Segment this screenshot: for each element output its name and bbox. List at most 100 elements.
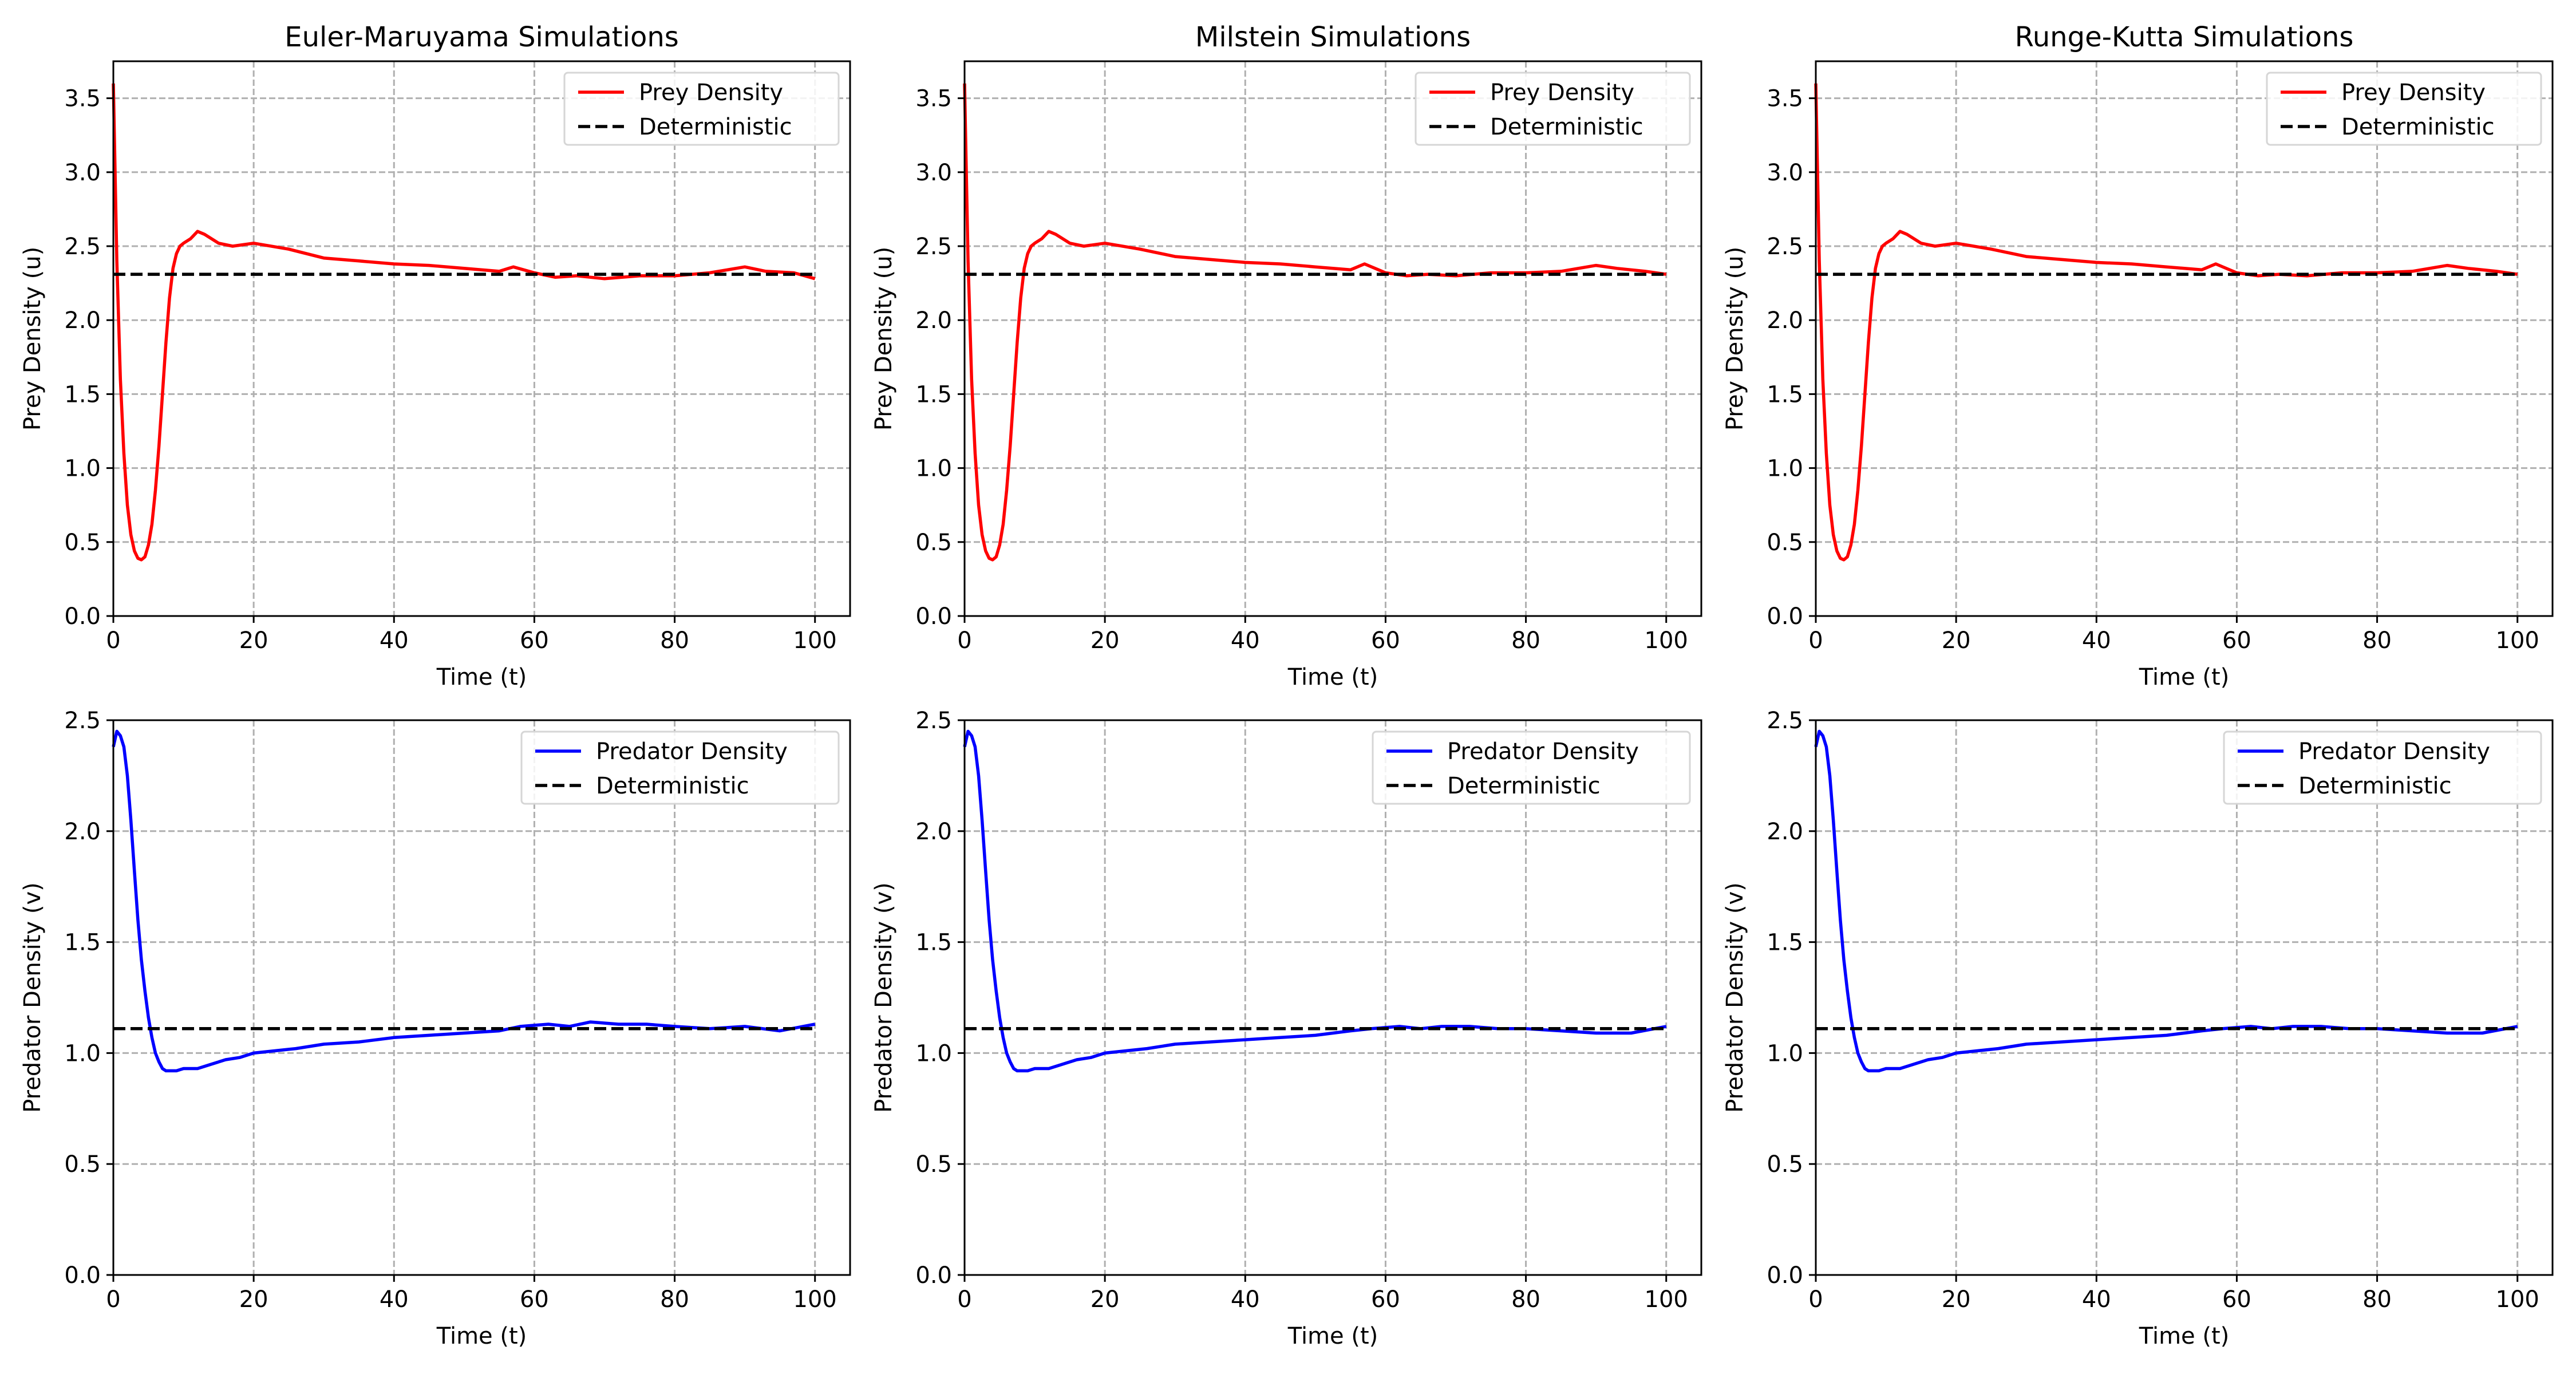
y-tick-label: 1.5 bbox=[915, 381, 952, 408]
y-tick-label: 1.0 bbox=[1767, 1040, 1803, 1067]
y-tick-label: 2.5 bbox=[1767, 234, 1803, 260]
x-tick-label: 20 bbox=[1942, 1286, 1971, 1313]
y-tick-label: 0.0 bbox=[915, 1262, 952, 1289]
y-tick-label: 3.5 bbox=[1767, 86, 1803, 112]
y-tick-label: 0.5 bbox=[915, 1151, 952, 1178]
x-tick-label: 40 bbox=[1231, 627, 1260, 654]
y-tick-label: 2.0 bbox=[915, 819, 952, 845]
axes-frame bbox=[1815, 719, 2554, 1276]
legend-label: Predator Density bbox=[2298, 739, 2490, 765]
x-tick-label: 0 bbox=[1808, 627, 1823, 654]
y-tick-label: 3.0 bbox=[64, 160, 101, 186]
x-tick-label: 100 bbox=[793, 1286, 837, 1313]
x-tick-label: 60 bbox=[2222, 1286, 2251, 1313]
x-tick-label: 80 bbox=[660, 627, 689, 654]
y-tick-label: 2.0 bbox=[1767, 819, 1803, 845]
legend-label: Deterministic bbox=[1490, 114, 1643, 140]
x-tick-label: 80 bbox=[2362, 627, 2392, 654]
axes-frame bbox=[963, 60, 1702, 617]
x-tick-label: 80 bbox=[1511, 1286, 1540, 1313]
y-tick-label: 3.5 bbox=[915, 86, 952, 112]
x-axis-label: Time (t) bbox=[1287, 1323, 1378, 1349]
x-tick-label: 40 bbox=[2082, 627, 2111, 654]
x-tick-label: 40 bbox=[1231, 1286, 1260, 1313]
y-tick-label: 1.0 bbox=[1767, 456, 1803, 482]
x-tick-label: 40 bbox=[2082, 1286, 2111, 1313]
x-axis-label: Time (t) bbox=[2139, 1323, 2230, 1349]
y-tick-label: 0.5 bbox=[1767, 1151, 1803, 1178]
legend-label: Prey Density bbox=[2341, 80, 2486, 106]
legend-label: Deterministic bbox=[2298, 773, 2452, 799]
legend-box bbox=[1372, 731, 1691, 805]
axes-frame bbox=[963, 719, 1702, 1276]
x-tick-label: 60 bbox=[2222, 627, 2251, 654]
y-tick-label: 1.5 bbox=[1767, 930, 1803, 956]
series-line-0 bbox=[963, 83, 1667, 562]
y-tick-label: 1.0 bbox=[915, 1040, 952, 1067]
y-tick-label: 0.0 bbox=[64, 1262, 101, 1289]
legend-label: Prey Density bbox=[1490, 80, 1634, 106]
axes-frame bbox=[112, 719, 851, 1276]
x-tick-label: 20 bbox=[239, 1286, 268, 1313]
y-tick-label: 1.0 bbox=[915, 456, 952, 482]
y-tick-label: 2.0 bbox=[64, 819, 101, 845]
y-tick-label: 1.5 bbox=[915, 930, 952, 956]
chart-panel-4: 0 20 40 60 80 100 0.0 0.5 1.0 1.5 2.0 2.5 Time (t) Pr… bbox=[871, 708, 1702, 1349]
x-tick-label: 100 bbox=[1645, 627, 1688, 654]
x-tick-label: 40 bbox=[380, 1286, 409, 1313]
y-axis-label: Prey Density (u) bbox=[1722, 247, 1748, 431]
legend: Prey Density Deterministic bbox=[2266, 72, 2542, 146]
y-tick-label: 0.5 bbox=[64, 1151, 101, 1178]
y-tick-label: 2.0 bbox=[1767, 307, 1803, 334]
y-tick-label: 2.5 bbox=[915, 708, 952, 734]
x-tick-label: 20 bbox=[1091, 627, 1120, 654]
y-tick-label: 0.0 bbox=[64, 603, 101, 630]
y-axis-label: Prey Density (u) bbox=[19, 247, 46, 431]
legend-label: Deterministic bbox=[1447, 773, 1601, 799]
y-axis-label: Predator Density (v) bbox=[19, 882, 46, 1112]
x-tick-label: 0 bbox=[957, 627, 971, 654]
legend: Predator Density Deterministic bbox=[1372, 731, 1691, 805]
series-line-0 bbox=[112, 729, 816, 1073]
x-tick-label: 20 bbox=[239, 627, 268, 654]
legend-label: Predator Density bbox=[1447, 739, 1639, 765]
legend: Predator Density Deterministic bbox=[520, 731, 840, 805]
chart-title: Runge-Kutta Simulations bbox=[2015, 21, 2354, 53]
series-line-0 bbox=[1814, 83, 2518, 562]
x-tick-label: 0 bbox=[957, 1286, 971, 1313]
y-tick-label: 3.0 bbox=[1767, 160, 1803, 186]
x-tick-label: 20 bbox=[1942, 627, 1971, 654]
legend-box bbox=[563, 72, 840, 146]
chart-panel-3: 0 20 40 60 80 100 0.0 0.5 1.0 1.5 2.0 2.5 Time (t) Pr… bbox=[19, 708, 851, 1349]
axes-frame bbox=[1815, 60, 2554, 617]
chart-panel-1: 0 20 40 60 80 100 0.0 0.5 1.0 1.5 2.0 2.5 3.0 3.5 Mils… bbox=[871, 21, 1702, 690]
x-tick-label: 60 bbox=[1371, 627, 1400, 654]
x-tick-label: 0 bbox=[106, 1286, 120, 1313]
y-tick-label: 1.5 bbox=[1767, 381, 1803, 408]
chart-panel-2: 0 20 40 60 80 100 0.0 0.5 1.0 1.5 2.0 2.5 3.0 3.5 Rung… bbox=[1722, 21, 2554, 690]
x-tick-label: 80 bbox=[1511, 627, 1540, 654]
y-tick-label: 2.5 bbox=[1767, 708, 1803, 734]
series-line-0 bbox=[1814, 729, 2518, 1073]
y-tick-label: 0.0 bbox=[1767, 1262, 1803, 1289]
y-tick-label: 0.5 bbox=[915, 530, 952, 556]
legend-label: Prey Density bbox=[639, 80, 783, 106]
x-tick-label: 60 bbox=[520, 1286, 549, 1313]
y-tick-label: 1.5 bbox=[64, 381, 101, 408]
x-tick-label: 60 bbox=[520, 627, 549, 654]
y-tick-label: 0.0 bbox=[915, 603, 952, 630]
legend-label: Predator Density bbox=[596, 739, 788, 765]
y-tick-label: 1.0 bbox=[64, 456, 101, 482]
y-tick-label: 2.5 bbox=[64, 234, 101, 260]
legend: Predator Density Deterministic bbox=[2223, 731, 2542, 805]
legend-label: Deterministic bbox=[639, 114, 792, 140]
x-axis-label: Time (t) bbox=[1287, 664, 1378, 690]
y-tick-label: 2.0 bbox=[64, 307, 101, 334]
x-tick-label: 100 bbox=[2496, 627, 2539, 654]
x-tick-label: 80 bbox=[2362, 1286, 2392, 1313]
legend-box bbox=[1415, 72, 1691, 146]
y-tick-label: 3.0 bbox=[915, 160, 952, 186]
y-tick-label: 2.5 bbox=[915, 234, 952, 260]
chart-title: Euler-Maruyama Simulations bbox=[285, 21, 679, 53]
x-tick-label: 80 bbox=[660, 1286, 689, 1313]
